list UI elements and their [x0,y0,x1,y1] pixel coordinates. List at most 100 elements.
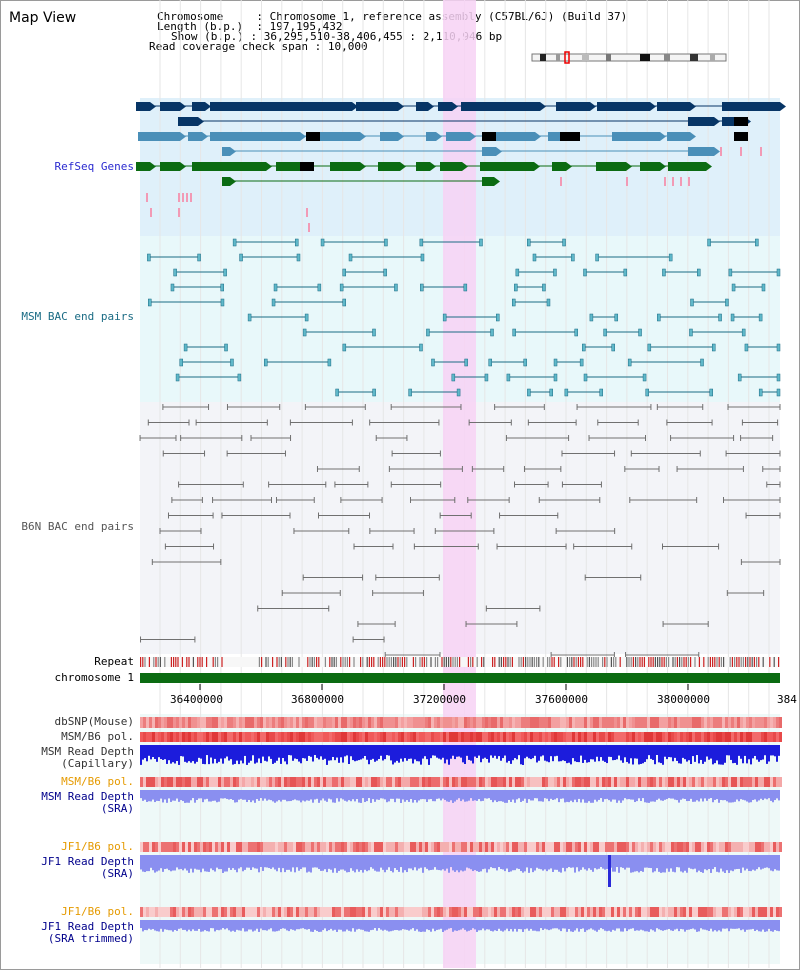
gene-exon [722,102,780,111]
jf1-trim-depth-bar [656,920,658,929]
jf1-pol2-heat-cell [212,907,215,917]
jf1-pol-heat-cell [680,842,683,852]
msm-sra-depth-bar [184,790,186,803]
jf1-trim-depth-bar [306,920,308,930]
jf1-trim-depth-bar [764,920,766,932]
msm-capillary-depth-bar [404,745,406,759]
jf1-sra-depth-bar [312,855,314,868]
msm-pol-heat-cell [203,732,206,742]
jf1-pol-heat-cell [569,842,572,852]
msm-pol-heat-cell [353,732,356,742]
msm-capillary-depth-bar [368,745,370,765]
ideogram-band [664,54,670,61]
track-label-jf1-depth-sra[interactable]: JF1 Read Depth [41,855,134,868]
repeat-mark [441,657,443,667]
dbsnp-heat-cell [350,717,353,728]
msm-pol-heat-cell [389,732,392,742]
gene-exon [440,162,462,171]
jf1-pol-heat-cell [635,842,638,852]
msm-capillary-depth-bar [504,745,506,756]
jf1-pol-heat-cell [713,842,716,852]
dbsnp-heat-cell [332,717,335,728]
msm-bac-end [595,253,599,262]
msm-pol2-heat-cell [242,777,245,787]
jf1-pol-heat-cell [275,842,278,852]
msm-capillary-depth-bar [488,745,490,763]
repeat-mark [703,657,705,667]
jf1-pol2-heat-cell [215,907,218,917]
repeat-mark [566,657,568,667]
track-label-msm-b6-pol-1[interactable]: MSM/B6 pol. [61,730,134,743]
jf1-trim-depth-bar [554,920,556,929]
jf1-sra-depth-bar [678,855,680,868]
track-label-msm-bac[interactable]: MSM BAC end pairs [21,310,134,323]
jf1-sra-depth-bar [334,855,336,869]
track-label-msm-depth-sra[interactable]: MSM Read Depth [41,790,134,803]
msm-pol-heat-cell [710,732,713,742]
msm-pol-heat-cell [728,732,731,742]
msm-sra-depth-bar [278,790,280,801]
gene-strand-arrow [436,132,442,141]
msm-capillary-depth-bar [698,745,700,764]
msm-pol-heat-cell [218,732,221,742]
jf1-sra-depth-bar [474,855,476,871]
msm-pol-heat-cell [464,732,467,742]
jf1-sra-depth-bar [580,855,582,870]
msm-sra-depth-bar [716,790,718,800]
jf1-trim-depth-bar [364,920,366,932]
jf1-pol2-heat-cell [287,907,290,917]
msm-capillary-depth-bar [186,745,188,763]
jf1-sra-depth-bar [750,855,752,872]
repeat-mark [509,657,511,667]
track-label-chromosome: chromosome 1 [54,671,134,684]
msm-sra-depth-bar [626,790,628,800]
msm-sra-depth-bar [140,790,142,799]
msm-sra-depth-bar [590,790,592,803]
msm-pol-heat-cell [584,732,587,742]
gene-strand-arrow [180,102,186,111]
jf1-trim-depth-bar [336,920,338,932]
msm-sra-depth-bar [592,790,594,803]
msm-pol2-heat-cell [377,777,380,787]
jf1-pol2-heat-cell [779,907,782,917]
track-label-b6n-bac[interactable]: B6N BAC end pairs [21,520,134,533]
jf1-trim-depth-bar [414,920,416,931]
track-label-jf1-b6-pol-1[interactable]: JF1/B6 pol. [61,840,134,853]
msm-sra-depth-bar [292,790,294,801]
track-label-jf1-depth-trim[interactable]: JF1 Read Depth [41,920,134,933]
jf1-pol-heat-cell [377,842,380,852]
msm-bac-end [317,283,322,292]
gene-pink-mark [178,208,180,217]
jf1-pol2-heat-cell [593,907,596,917]
msm-pol-heat-cell [320,732,323,742]
msm-sra-depth-bar [356,790,358,800]
msm-sra-depth-bar [436,790,438,799]
jf1-sra-depth-bar [202,855,204,869]
track-label-msm-b6-pol-2[interactable]: MSM/B6 pol. [61,775,134,788]
jf1-sra-depth-bar [648,855,650,868]
jf1-trim-depth-bar [674,920,676,930]
msm-pol2-heat-cell [467,777,470,787]
msm-pol-heat-cell [425,732,428,742]
jf1-trim-depth-bar [146,920,148,931]
msm-capillary-depth-bar [366,745,368,760]
msm-bac-end [583,268,587,277]
track-label-msm-depth-cap[interactable]: MSM Read Depth [41,745,134,758]
msm-pol2-heat-cell [752,777,755,787]
msm-bac-end [589,313,594,322]
msm-sra-depth-bar [498,790,500,802]
track-label-refseq[interactable]: RefSeq Genes [54,160,134,173]
msm-capillary-depth-bar [262,745,264,757]
jf1-sra-depth-bar [154,855,156,873]
dbsnp-heat-cell [749,717,752,728]
msm-pol-heat-cell [614,732,617,742]
track-label-jf1-b6-pol-2[interactable]: JF1/B6 pol. [61,905,134,918]
ideogram-band [606,54,611,61]
dbsnp-heat-cell [731,717,734,728]
jf1-pol2-heat-cell [230,907,233,917]
jf1-pol-heat-cell [488,842,491,852]
msm-pol2-heat-cell [773,777,776,787]
dbsnp-heat-cell [593,717,596,728]
track-label-dbsnp[interactable]: dbSNP(Mouse) [54,715,134,728]
